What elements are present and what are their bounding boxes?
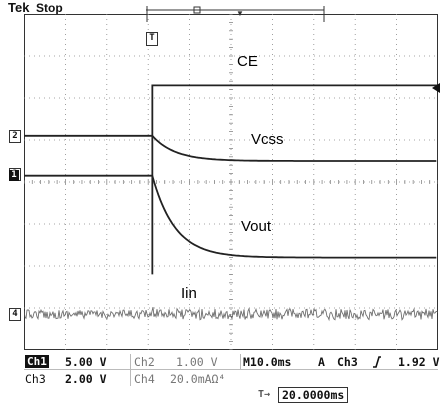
rising-edge-icon <box>373 356 381 368</box>
label-vcss: Vcss <box>251 131 284 148</box>
label-ce: CE <box>237 53 258 70</box>
ch1-label: Ch1 <box>25 355 49 368</box>
trigger-level-arrow <box>432 83 440 93</box>
acquisition-status: Stop <box>36 1 63 15</box>
ch2-scale: 1.00 V <box>176 355 218 369</box>
trace-vcss <box>24 134 437 162</box>
trace-iin <box>24 306 438 322</box>
ch4-scale: 20.0mAΩ⁴ <box>170 372 226 386</box>
label-vout: Vout <box>241 218 272 235</box>
trigger-source: Ch3 <box>337 355 358 369</box>
trigger-position-marker: T <box>146 32 158 46</box>
ch2-label: Ch2 <box>134 355 155 369</box>
ch3-scale: 2.00 V <box>65 372 107 386</box>
waveform-plot <box>24 14 438 350</box>
svg-text:▼: ▼ <box>236 9 244 18</box>
label-iin: Iin <box>181 285 197 302</box>
horizontal-position: 20.0000ms <box>278 387 349 403</box>
brand-label: Tek <box>8 0 30 15</box>
ch1-scale: 5.00 V <box>65 355 107 369</box>
trace-vout <box>24 174 437 259</box>
channel-1-ground-marker: 1 <box>9 169 19 181</box>
trace-ce <box>151 84 438 275</box>
timebase: M10.0ms <box>243 355 292 369</box>
trigger-mode-icon: A <box>318 355 325 369</box>
channel-4-ground-marker: 4 <box>9 308 21 322</box>
trigger-level: 1.92 V <box>398 355 440 369</box>
channel-2-ground-marker: 2 <box>9 129 21 143</box>
horizontal-position-icon: T→ <box>258 389 271 400</box>
ch3-label: Ch3 <box>25 372 46 386</box>
ch4-label: Ch4 <box>134 372 155 386</box>
